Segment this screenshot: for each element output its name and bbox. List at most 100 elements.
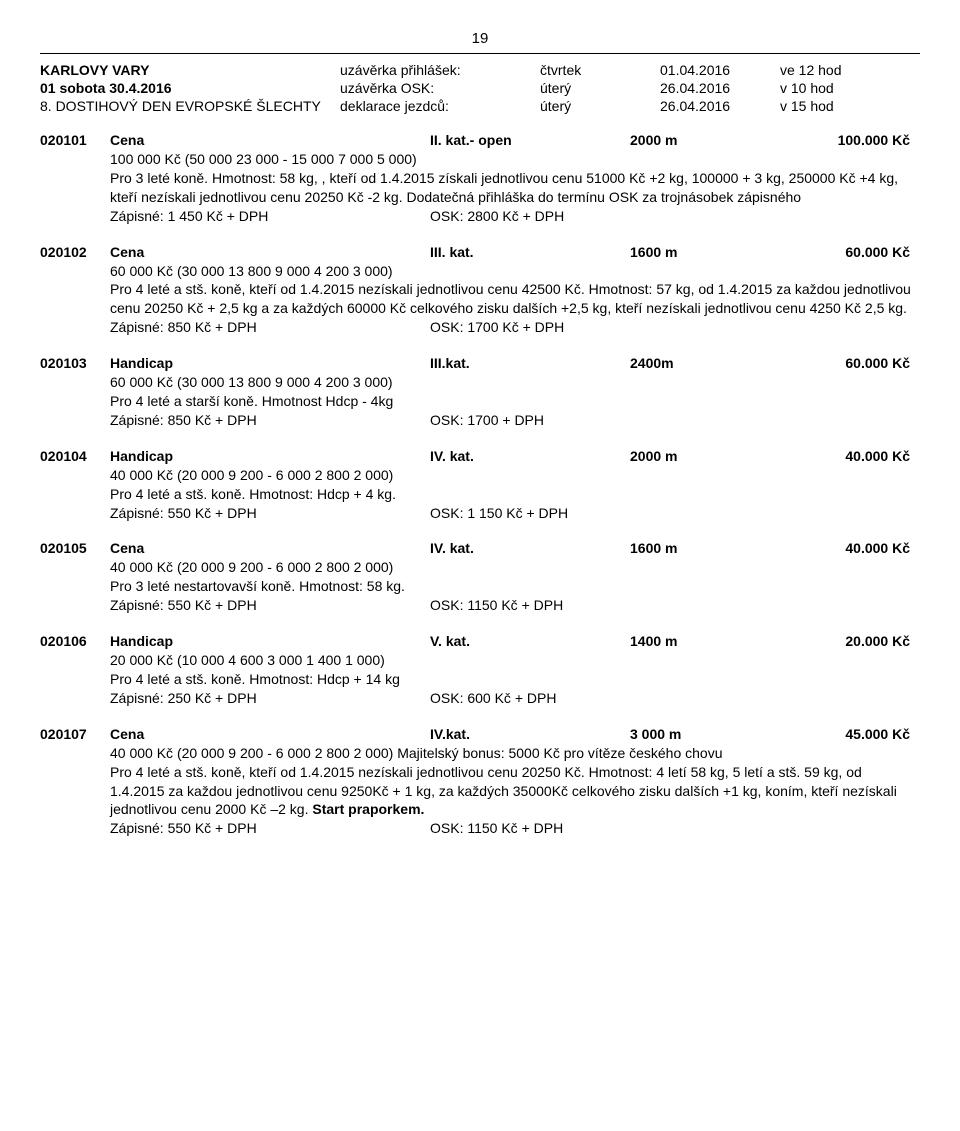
fee-left: Zápisné: 550 Kč + DPH (110, 504, 430, 523)
start-flag-note: Start praporkem. (312, 801, 424, 817)
race-distance: 2000 m (630, 448, 790, 464)
race-block: 020105CenaIV. kat.1600 m40.000 Kč 40 000 … (40, 540, 920, 615)
header-row: 01 sobota 30.4.2016uzávěrka OSK:úterý26.… (40, 80, 920, 96)
race-block: 020103HandicapIII.kat.2400m60.000 Kč 60 0… (40, 355, 920, 430)
race-body-line: Pro 4 leté a stš. koně, kteří od 1.4.201… (110, 280, 920, 318)
race-body-line: Pro 3 leté nestartovavší koně. Hmotnost:… (110, 577, 920, 596)
header-row: 8. DOSTIHOVÝ DEN EVROPSKÉ ŠLECHTYdeklara… (40, 98, 920, 114)
race-head: 020107CenaIV.kat.3 000 m45.000 Kč (40, 726, 920, 742)
race-distance: 2000 m (630, 132, 790, 148)
race-body-line: 40 000 Kč (20 000 9 200 - 6 000 2 800 2 … (110, 558, 920, 577)
race-prize: 40.000 Kč (790, 448, 910, 464)
race-body-line: 40 000 Kč (20 000 9 200 - 6 000 2 800 2 … (110, 744, 920, 763)
header-left: KARLOVY VARY (40, 62, 340, 78)
race-head: 020103HandicapIII.kat.2400m60.000 Kč (40, 355, 920, 371)
fee-right: OSK: 1700 + DPH (430, 411, 920, 430)
header-date: 26.04.2016 (660, 80, 780, 96)
race-body-line: Pro 4 leté a stš. koně, kteří od 1.4.201… (110, 763, 920, 820)
race-name: Handicap (110, 448, 430, 464)
divider-top (40, 53, 920, 54)
race-block: 020107CenaIV.kat.3 000 m45.000 Kč 40 000 … (40, 726, 920, 838)
fee-right: OSK: 1700 Kč + DPH (430, 318, 920, 337)
race-body-line: 60 000 Kč (30 000 13 800 9 000 4 200 3 0… (110, 373, 920, 392)
race-distance: 1600 m (630, 244, 790, 260)
fee-row: Zápisné: 850 Kč + DPHOSK: 1700 Kč + DPH (110, 318, 920, 337)
race-code: 020103 (40, 355, 110, 371)
race-prize: 45.000 Kč (790, 726, 910, 742)
race-block: 020106HandicapV. kat.1400 m20.000 Kč20 0… (40, 633, 920, 708)
race-body-line: 100 000 Kč (50 000 23 000 - 15 000 7 000… (110, 150, 920, 169)
header-left: 8. DOSTIHOVÝ DEN EVROPSKÉ ŠLECHTY (40, 98, 340, 114)
race-name: Handicap (110, 355, 430, 371)
fee-left: Zápisné: 250 Kč + DPH (110, 689, 430, 708)
fee-row: Zápisné: 850 Kč + DPHOSK: 1700 + DPH (110, 411, 920, 430)
race-body: 60 000 Kč (30 000 13 800 9 000 4 200 3 0… (110, 373, 920, 430)
fee-left: Zápisné: 550 Kč + DPH (110, 596, 430, 615)
header-day: čtvrtek (540, 62, 660, 78)
race-category: III. kat. (430, 244, 630, 260)
race-body-line: Pro 4 leté a stš. koně. Hmotnost: Hdcp +… (110, 670, 920, 689)
page-number: 19 (40, 30, 920, 47)
race-head: 020105CenaIV. kat.1600 m40.000 Kč (40, 540, 920, 556)
race-prize: 100.000 Kč (790, 132, 910, 148)
race-distance: 2400m (630, 355, 790, 371)
race-block: 020102CenaIII. kat.1600 m60.000 Kč 60 000… (40, 244, 920, 338)
header-mid: uzávěrka OSK: (340, 80, 540, 96)
header-right: ve 12 hod (780, 62, 900, 78)
race-category: IV. kat. (430, 448, 630, 464)
race-body: 100 000 Kč (50 000 23 000 - 15 000 7 000… (110, 150, 920, 226)
race-body-line: 20 000 Kč (10 000 4 600 3 000 1 400 1 00… (110, 651, 920, 670)
fee-right: OSK: 600 Kč + DPH (430, 689, 920, 708)
header-day: úterý (540, 80, 660, 96)
races-container: 020101CenaII. kat.- open2000 m100.000 Kč… (40, 132, 920, 838)
fee-right: OSK: 1150 Kč + DPH (430, 596, 920, 615)
fee-row: Zápisné: 550 Kč + DPHOSK: 1150 Kč + DPH (110, 596, 920, 615)
race-category: IV.kat. (430, 726, 630, 742)
race-body: 60 000 Kč (30 000 13 800 9 000 4 200 3 0… (110, 262, 920, 338)
race-category: V. kat. (430, 633, 630, 649)
race-distance: 3 000 m (630, 726, 790, 742)
race-category: III.kat. (430, 355, 630, 371)
header-right: v 10 hod (780, 80, 900, 96)
header-mid: deklarace jezdců: (340, 98, 540, 114)
race-body-line: Pro 4 leté a starší koně. Hmotnost Hdcp … (110, 392, 920, 411)
fee-row: Zápisné: 1 450 Kč + DPHOSK: 2800 Kč + DP… (110, 207, 920, 226)
header-mid: uzávěrka přihlášek: (340, 62, 540, 78)
fee-right: OSK: 1 150 Kč + DPH (430, 504, 920, 523)
race-body-line: Pro 4 leté a stš. koně. Hmotnost: Hdcp +… (110, 485, 920, 504)
race-code: 020101 (40, 132, 110, 148)
race-block: 020104HandicapIV. kat.2000 m40.000 Kč 40… (40, 448, 920, 523)
header-left: 01 sobota 30.4.2016 (40, 80, 340, 96)
race-distance: 1600 m (630, 540, 790, 556)
race-name: Cena (110, 726, 430, 742)
race-body: 20 000 Kč (10 000 4 600 3 000 1 400 1 00… (110, 651, 920, 708)
fee-row: Zápisné: 250 Kč + DPHOSK: 600 Kč + DPH (110, 689, 920, 708)
header-block: KARLOVY VARYuzávěrka přihlášek:čtvrtek01… (40, 62, 920, 114)
race-prize: 60.000 Kč (790, 355, 910, 371)
race-head: 020101CenaII. kat.- open2000 m100.000 Kč (40, 132, 920, 148)
race-code: 020107 (40, 726, 110, 742)
race-body: 40 000 Kč (20 000 9 200 - 6 000 2 800 2 … (110, 466, 920, 523)
race-name: Handicap (110, 633, 430, 649)
fee-right: OSK: 1150 Kč + DPH (430, 819, 920, 838)
header-day: úterý (540, 98, 660, 114)
race-body-line: 40 000 Kč (20 000 9 200 - 6 000 2 800 2 … (110, 466, 920, 485)
fee-row: Zápisné: 550 Kč + DPHOSK: 1150 Kč + DPH (110, 819, 920, 838)
race-category: II. kat.- open (430, 132, 630, 148)
header-right: v 15 hod (780, 98, 900, 114)
race-code: 020106 (40, 633, 110, 649)
race-distance: 1400 m (630, 633, 790, 649)
fee-left: Zápisné: 550 Kč + DPH (110, 819, 430, 838)
race-code: 020105 (40, 540, 110, 556)
race-name: Cena (110, 540, 430, 556)
race-prize: 40.000 Kč (790, 540, 910, 556)
fee-left: Zápisné: 850 Kč + DPH (110, 411, 430, 430)
race-head: 020104HandicapIV. kat.2000 m40.000 Kč (40, 448, 920, 464)
race-block: 020101CenaII. kat.- open2000 m100.000 Kč… (40, 132, 920, 226)
header-row: KARLOVY VARYuzávěrka přihlášek:čtvrtek01… (40, 62, 920, 78)
fee-left: Zápisné: 1 450 Kč + DPH (110, 207, 430, 226)
race-head: 020102CenaIII. kat.1600 m60.000 Kč (40, 244, 920, 260)
race-name: Cena (110, 132, 430, 148)
race-body: 40 000 Kč (20 000 9 200 - 6 000 2 800 2 … (110, 558, 920, 615)
header-date: 01.04.2016 (660, 62, 780, 78)
